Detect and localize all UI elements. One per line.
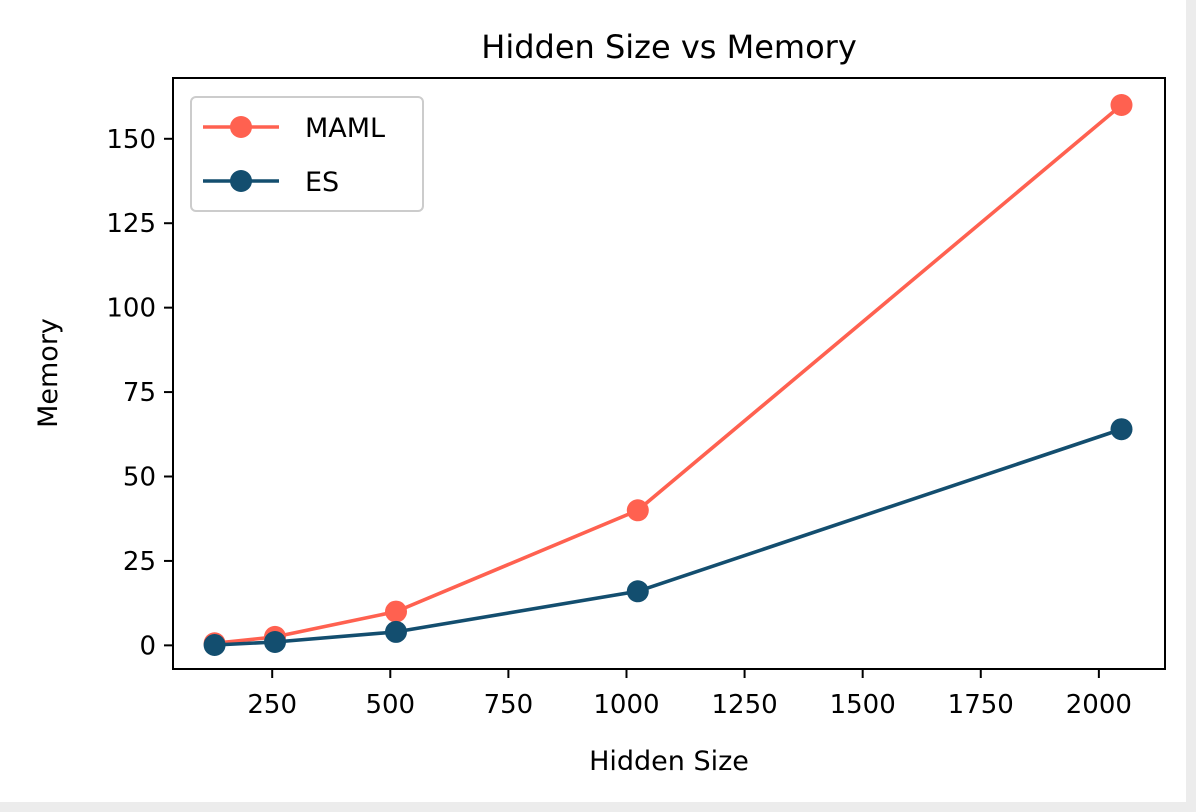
y-tick-label: 150 <box>106 125 156 155</box>
x-tick-label: 1500 <box>830 690 896 720</box>
data-point-maml <box>626 499 649 522</box>
data-point-maml <box>1110 94 1133 116</box>
axes: 250 500 750 1000 1250 1500 1750 2000 0 25 50 75 100 1… <box>106 77 1166 720</box>
x-tick-label: 250 <box>247 690 297 720</box>
legend-label-maml: MAML <box>305 113 385 144</box>
y-tick-label: 100 <box>106 294 156 324</box>
chart-title: Hidden Size vs Memory <box>481 28 857 66</box>
data-point-es <box>264 631 286 653</box>
legend-label-es: ES <box>305 167 339 198</box>
y-tick-label: 75 <box>123 378 156 408</box>
x-axis-title: Hidden Size <box>589 746 749 777</box>
axes-frame <box>172 77 1166 670</box>
x-tick-label: 500 <box>365 690 415 720</box>
x-tick-label: 2000 <box>1066 690 1132 720</box>
legend: MAML ES <box>190 96 424 212</box>
data-point-es <box>203 634 226 656</box>
legend-marker-maml <box>230 116 252 138</box>
series-line-es <box>212 426 1124 647</box>
data-point-maml <box>385 600 407 623</box>
y-tick-label: 50 <box>123 463 156 493</box>
legend-marker-es <box>230 170 252 192</box>
y-tick-label: 25 <box>123 547 156 577</box>
x-tick-label: 1750 <box>948 690 1014 720</box>
plot-area <box>203 94 1133 656</box>
y-tick-label: 125 <box>106 209 156 239</box>
data-point-es <box>626 580 649 603</box>
x-tick-label: 1000 <box>593 690 659 720</box>
data-point-es <box>385 620 407 643</box>
x-tick-label: 1250 <box>711 690 777 720</box>
y-axis-title: Memory <box>33 318 64 428</box>
line-chart: Hidden Size vs Memory 250 500 750 1000 1250 1… <box>33 28 1166 777</box>
y-tick-label: 0 <box>139 631 156 661</box>
x-tick-label: 750 <box>484 690 534 720</box>
data-point-es <box>1110 418 1133 441</box>
chart-card: Hidden Size vs Memory 250 500 750 1000 1250 1… <box>0 0 1186 802</box>
